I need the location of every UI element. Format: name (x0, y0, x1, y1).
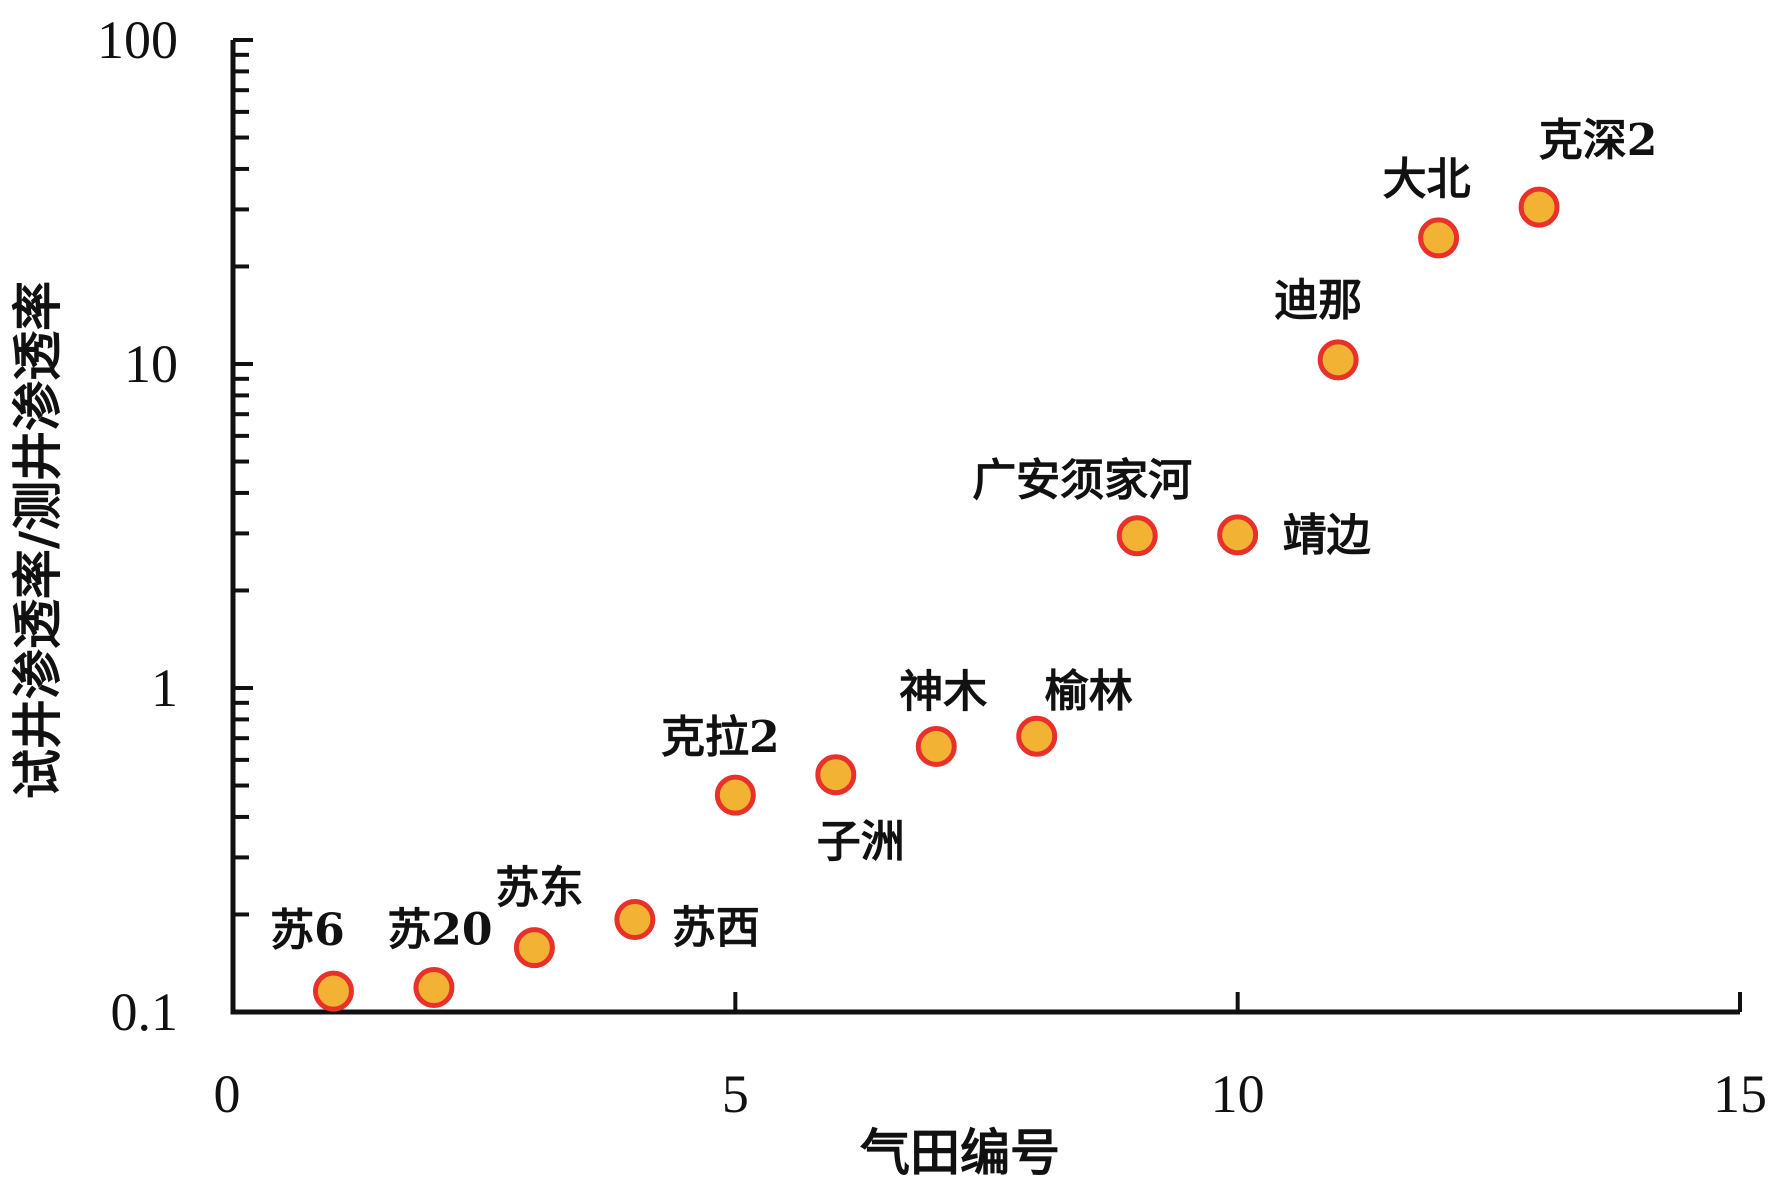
point-label: 苏6 (270, 905, 345, 956)
axis-lines (230, 40, 1740, 1015)
point-label: 大北 (1383, 154, 1471, 205)
point-label: 苏西 (672, 902, 760, 953)
point-label: 苏20 (387, 905, 492, 956)
point-label: 靖边 (1283, 510, 1371, 561)
x-tick-label: 15 (1713, 1064, 1767, 1124)
point-label: 榆林 (1045, 666, 1133, 717)
point-label: 克拉2 (661, 712, 780, 763)
data-point (1518, 186, 1560, 228)
data-point (614, 898, 656, 940)
data-point (513, 927, 555, 969)
data-point (1217, 514, 1259, 556)
data-point (815, 754, 857, 796)
point-label: 苏东 (495, 863, 583, 914)
y-tick-label: 1 (151, 658, 178, 718)
axes: 0.1 1 10 100 0 5 10 15 (97, 10, 1767, 1124)
y-tick-label: 10 (124, 334, 178, 394)
x-tick-label: 0 (214, 1064, 241, 1124)
data-point (1016, 715, 1058, 757)
data-point (1116, 515, 1158, 557)
x-tick-label: 10 (1211, 1064, 1265, 1124)
data-point (1418, 217, 1460, 259)
data-point (312, 970, 354, 1012)
data-point (413, 967, 455, 1009)
y-tick-label: 0.1 (111, 982, 179, 1042)
point-label: 子洲 (817, 817, 905, 868)
data-point (1317, 339, 1359, 381)
point-label: 克深2 (1539, 115, 1658, 166)
point-label: 神木 (899, 666, 987, 717)
point-label: 迪那 (1274, 275, 1362, 326)
data-point (915, 725, 957, 767)
y-tick-label: 100 (97, 10, 178, 70)
x-tick-label: 5 (722, 1064, 749, 1124)
x-axis-title: 气田编号 (860, 1123, 1060, 1181)
point-label: 广安须家河 (972, 455, 1192, 506)
data-point (714, 774, 756, 816)
y-axis-title: 试井渗透率/测井渗透率 (8, 281, 67, 799)
